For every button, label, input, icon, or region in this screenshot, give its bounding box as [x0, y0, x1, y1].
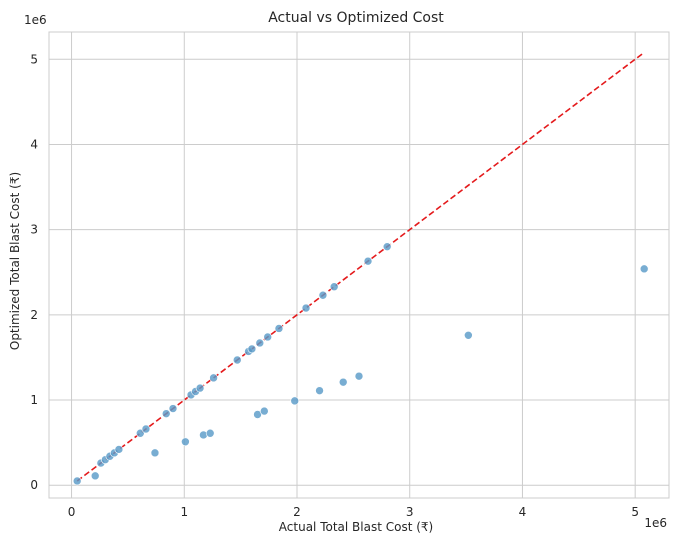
y-tick-label: 4 [30, 137, 38, 151]
x-tick-label: 0 [68, 505, 76, 519]
data-point [382, 242, 392, 251]
data-point [329, 282, 339, 292]
x-axis-label: Actual Total Blast Cost (₹) [279, 520, 433, 534]
chart-title: Actual vs Optimized Cost [268, 10, 444, 26]
data-point [639, 264, 649, 274]
data-point [150, 448, 160, 458]
data-point [338, 377, 348, 387]
data-point [363, 256, 373, 266]
data-point [195, 383, 205, 393]
data-point [209, 373, 218, 383]
y-axis-label: Optimized Total Blast Cost (₹) [8, 172, 22, 350]
tick-labels: 0 1 2 3 4 5 0 1 2 3 4 5 [30, 52, 639, 519]
y-tick-label: 3 [30, 223, 38, 237]
y-offset-label: 1e6 [24, 13, 47, 27]
data-points [72, 242, 649, 486]
data-point [263, 332, 272, 342]
x-tick-label: 2 [293, 505, 301, 519]
data-point [301, 303, 311, 313]
grid [49, 32, 669, 498]
y-tick-label: 5 [30, 52, 38, 66]
data-point [72, 476, 82, 486]
data-point [247, 344, 257, 354]
data-point [260, 406, 269, 416]
data-point [464, 330, 473, 340]
y-tick-label: 0 [30, 478, 38, 492]
data-point [168, 404, 178, 413]
x-tick-label: 1 [180, 505, 188, 519]
data-point [181, 437, 190, 447]
data-point [161, 409, 171, 418]
data-point [232, 355, 242, 365]
data-point [253, 410, 262, 419]
data-point [114, 445, 124, 454]
x-tick-label: 4 [519, 505, 527, 519]
y-tick-label: 1 [30, 393, 38, 407]
x-tick-label: 3 [406, 505, 414, 519]
data-point [354, 371, 364, 381]
data-point [205, 428, 215, 438]
data-point [255, 338, 265, 348]
data-point [90, 471, 100, 481]
data-point [315, 386, 324, 395]
x-offset-label: 1e6 [644, 516, 667, 530]
plot-frame [48, 31, 670, 499]
data-point [318, 290, 328, 300]
x-tick-label: 5 [631, 505, 639, 519]
data-point [141, 424, 151, 434]
y-tick-label: 2 [30, 308, 38, 322]
data-point [290, 396, 300, 406]
data-point [274, 324, 284, 333]
